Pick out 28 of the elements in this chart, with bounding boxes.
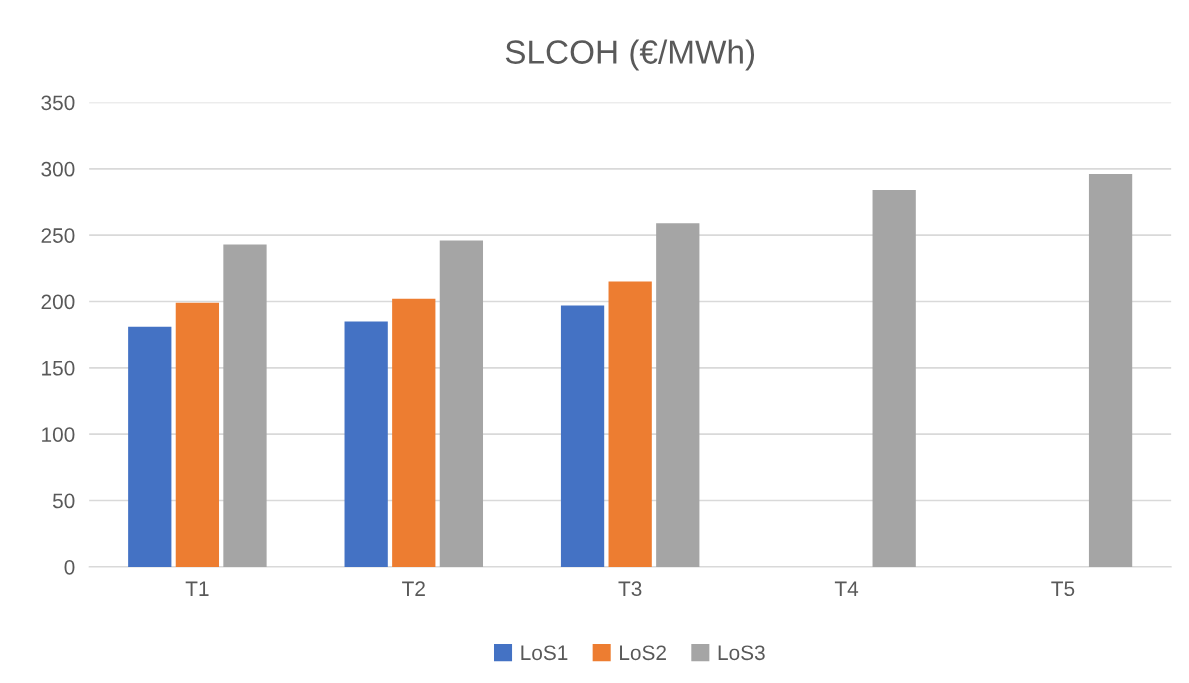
bar xyxy=(344,321,388,567)
y-tick-label: 350 xyxy=(41,95,75,111)
bar xyxy=(128,326,172,567)
chart-title: SLCOH (€/MWh) xyxy=(505,39,755,71)
bar xyxy=(223,244,267,567)
bar xyxy=(560,305,605,567)
y-tick-label: 300 xyxy=(41,161,75,177)
x-tick-label: T1 xyxy=(185,581,209,596)
bar xyxy=(392,298,436,567)
legend-label: LoS1 xyxy=(521,645,568,661)
bar xyxy=(608,281,652,567)
y-tick-label: 50 xyxy=(52,493,75,509)
y-tick-label: 200 xyxy=(41,294,75,310)
x-tick-label: T3 xyxy=(618,581,642,597)
x-tick-label: T5 xyxy=(1051,581,1075,597)
y-tick-label: 150 xyxy=(42,360,75,376)
bar xyxy=(1088,174,1133,567)
y-tick-label: 250 xyxy=(41,228,75,243)
bar xyxy=(656,223,700,567)
x-tick-label: T2 xyxy=(402,581,425,596)
y-tick-label: 0 xyxy=(64,559,75,575)
y-tick-label: 100 xyxy=(42,427,75,442)
x-tick-label: T4 xyxy=(834,581,859,596)
legend-label: LoS2 xyxy=(620,645,666,661)
bar xyxy=(175,302,220,567)
legend-label: LoS3 xyxy=(718,645,765,661)
bar xyxy=(439,240,484,567)
bar xyxy=(872,190,916,567)
